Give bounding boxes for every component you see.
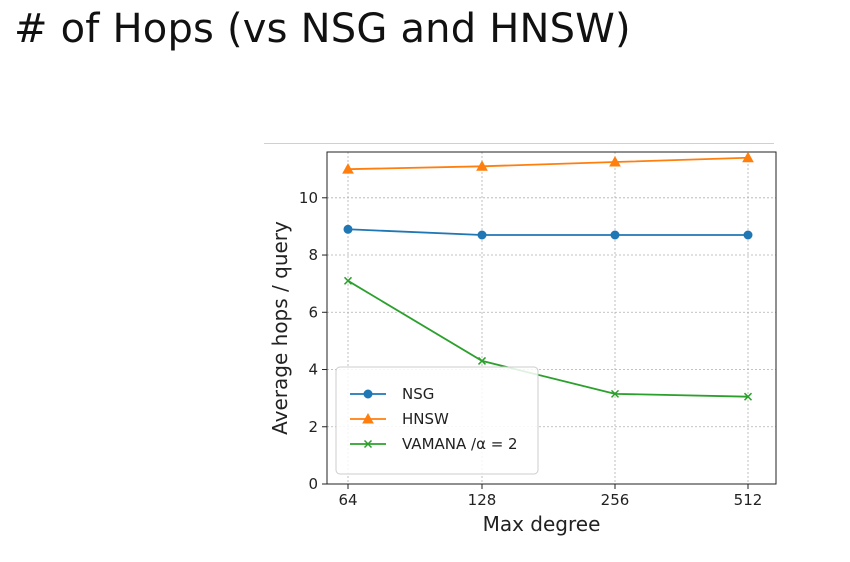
data-point-hnsw — [342, 163, 354, 174]
y-axis-label: Average hops / query — [268, 221, 292, 435]
legend-label: VAMANA /α = 2 — [402, 435, 518, 453]
y-tick-label: 8 — [308, 246, 318, 264]
x-tick-label: 128 — [468, 491, 497, 509]
y-tick-label: 0 — [308, 475, 318, 493]
data-point-hnsw — [476, 160, 488, 171]
x-tick-label: 256 — [601, 491, 630, 509]
data-point-nsg — [743, 230, 753, 240]
slide-title: # of Hops (vs NSG and HNSW) — [14, 6, 631, 52]
series-line-vamana-2 — [347, 280, 749, 398]
y-tick-label: 2 — [308, 418, 318, 436]
x-tick-label: 64 — [338, 491, 357, 509]
y-tick-label: 6 — [308, 303, 318, 321]
header-divider — [264, 143, 774, 144]
legend-label: NSG — [402, 385, 434, 403]
y-tick-label: 4 — [308, 361, 318, 379]
legend-marker — [363, 389, 373, 399]
legend-marker — [362, 412, 374, 424]
data-point-nsg — [610, 230, 620, 240]
series-line-hnsw — [347, 156, 749, 171]
series-line-nsg — [347, 228, 748, 236]
y-tick-label: 10 — [299, 189, 318, 207]
plot-frame — [326, 151, 777, 485]
legend-marker — [363, 439, 373, 449]
data-point-nsg — [343, 224, 353, 234]
data-point-vamana-2 — [610, 389, 620, 398]
x-axis-label: Max degree — [483, 512, 601, 536]
data-point-vamana-2 — [743, 392, 753, 401]
data-point-hnsw — [742, 151, 754, 163]
legend-label: HNSW — [402, 410, 449, 428]
legend-box — [335, 366, 539, 475]
data-point-hnsw — [609, 155, 621, 167]
data-point-vamana-2 — [477, 356, 487, 365]
x-tick-label: 512 — [734, 491, 763, 509]
data-point-vamana-2 — [343, 276, 353, 285]
data-point-nsg — [477, 230, 487, 240]
